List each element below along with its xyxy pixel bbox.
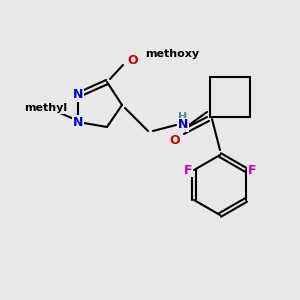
Text: H: H — [178, 112, 188, 122]
Text: N: N — [73, 116, 83, 128]
Text: F: F — [248, 164, 256, 176]
Text: F: F — [184, 164, 192, 176]
Text: O: O — [128, 53, 138, 67]
Text: methoxy: methoxy — [145, 49, 199, 59]
Text: N: N — [178, 118, 188, 131]
Text: N: N — [73, 88, 83, 101]
Text: methyl: methyl — [24, 103, 68, 113]
Text: O: O — [170, 134, 180, 146]
